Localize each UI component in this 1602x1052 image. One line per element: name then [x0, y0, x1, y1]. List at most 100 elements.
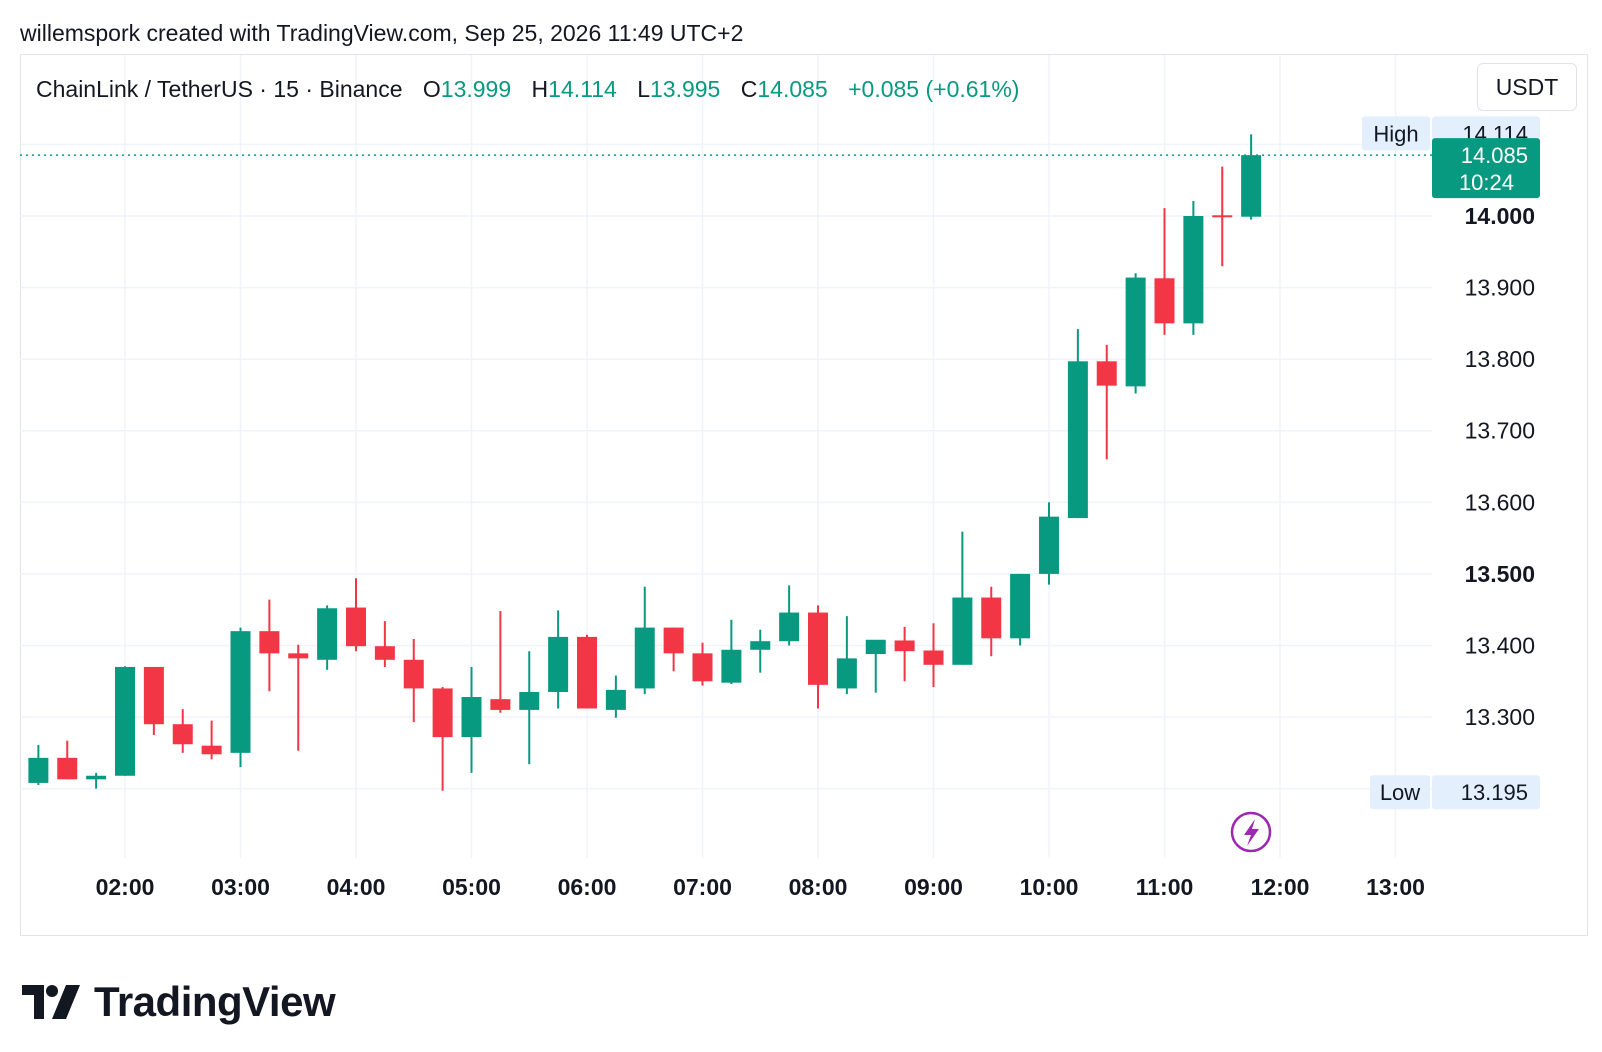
chart-attribution-caption: willemspork created with TradingView.com…	[20, 20, 744, 46]
candle-body	[721, 649, 742, 683]
candle-up	[86, 772, 107, 789]
lightning-bolt-icon[interactable]	[1230, 811, 1272, 853]
candle-down	[923, 623, 944, 687]
price-tick-label: 13.800	[1465, 346, 1535, 372]
candle-body	[490, 699, 511, 710]
price-tick-label: 14.000	[1465, 203, 1535, 229]
candle-down	[432, 686, 453, 791]
candle-down	[490, 611, 511, 713]
candle-body	[230, 631, 251, 753]
change-value: +0.085 (+0.61%)	[848, 76, 1020, 102]
candle-body	[519, 692, 540, 710]
time-tick-label: 06:00	[558, 874, 617, 900]
candle-up	[519, 651, 540, 765]
low-badge	[1370, 775, 1430, 810]
candle-up	[115, 666, 135, 776]
low-label: L	[637, 76, 650, 102]
low-value-badge	[1432, 775, 1540, 810]
candle-body	[28, 757, 49, 783]
candle-body	[1125, 277, 1146, 387]
bar-countdown: 10:24	[1459, 170, 1514, 195]
candle-up	[865, 639, 886, 693]
candle-up	[548, 610, 569, 709]
candle-body	[634, 627, 655, 689]
candle-down	[1212, 166, 1233, 267]
candle-body	[808, 612, 828, 685]
candle-up	[1067, 329, 1088, 519]
high-badge	[1362, 116, 1430, 151]
price-tick-label: 13.400	[1465, 632, 1535, 658]
candle-down	[1154, 208, 1175, 335]
time-tick-label: 07:00	[673, 874, 732, 900]
candle-body	[346, 607, 366, 647]
time-tick-label: 08:00	[789, 874, 848, 900]
candle-up	[634, 586, 655, 695]
candle-down	[201, 720, 222, 760]
candle-body	[577, 636, 597, 709]
candle-body	[172, 724, 193, 745]
candle-up	[1010, 573, 1031, 646]
tradingview-logo[interactable]: TradingView	[22, 978, 336, 1026]
price-axis: 14.000 13.900 13.800 13.700 13.600 13.500 13.4…	[1465, 203, 1535, 730]
candle-body	[374, 646, 395, 660]
currency-button[interactable]: USDT	[1477, 63, 1577, 111]
candle-down	[57, 740, 78, 780]
candle-body	[403, 659, 424, 689]
tradingview-wordmark: TradingView	[94, 978, 336, 1025]
candle-body	[86, 775, 107, 780]
candle-down	[663, 627, 684, 672]
candle-body	[259, 631, 280, 654]
candle-body	[1241, 155, 1262, 217]
symbol-title[interactable]: ChainLink / TetherUS · 15 · Binance	[36, 76, 403, 102]
time-tick-label: 03:00	[211, 874, 270, 900]
candle-up	[230, 627, 251, 768]
candle-down	[143, 666, 164, 735]
candle-up	[721, 619, 742, 685]
candle-body	[461, 697, 482, 738]
candle-up	[836, 616, 857, 695]
candle-up	[1183, 200, 1204, 335]
symbol-legend: ChainLink / TetherUS · 15 · Binance O13.…	[36, 76, 1019, 103]
candle-body	[605, 689, 626, 710]
candle-down	[1096, 344, 1117, 460]
candle-body	[548, 636, 569, 693]
candle-down	[172, 709, 193, 753]
candle-body	[923, 650, 944, 665]
candle-body	[952, 597, 973, 665]
candle-body	[663, 627, 684, 654]
candle-down	[346, 578, 366, 652]
open-label: O	[422, 76, 441, 102]
time-tick-label: 05:00	[442, 874, 501, 900]
price-tick-label: 13.500	[1465, 561, 1535, 587]
candle-body	[432, 688, 453, 738]
time-tick-label: 13:00	[1366, 874, 1425, 900]
candles-layer	[28, 134, 1262, 791]
candle-up	[952, 531, 973, 665]
candle-up	[461, 666, 482, 773]
candle-up	[605, 675, 626, 718]
candle-down	[374, 621, 395, 667]
candle-body	[865, 639, 886, 655]
last-price-badge	[1432, 138, 1540, 199]
candle-body	[1154, 278, 1175, 324]
open-value: 13.999	[440, 76, 512, 102]
time-tick-label: 02:00	[96, 874, 155, 900]
chart-frame	[20, 54, 1588, 936]
candle-body	[1039, 516, 1059, 574]
price-tick-label: 13.900	[1465, 275, 1535, 301]
candle-body	[317, 608, 338, 660]
candle-body	[981, 597, 1002, 639]
candle-up	[1125, 273, 1146, 394]
high-label: High	[1373, 121, 1418, 146]
candle-up	[28, 744, 49, 786]
candle-body	[1010, 573, 1031, 639]
candle-down	[577, 634, 597, 709]
candle-body	[288, 653, 309, 659]
candle-down	[894, 626, 915, 682]
candle-body	[1096, 361, 1117, 386]
candle-body	[115, 666, 135, 776]
time-tick-label: 10:00	[1020, 874, 1079, 900]
candle-up	[1241, 134, 1262, 220]
